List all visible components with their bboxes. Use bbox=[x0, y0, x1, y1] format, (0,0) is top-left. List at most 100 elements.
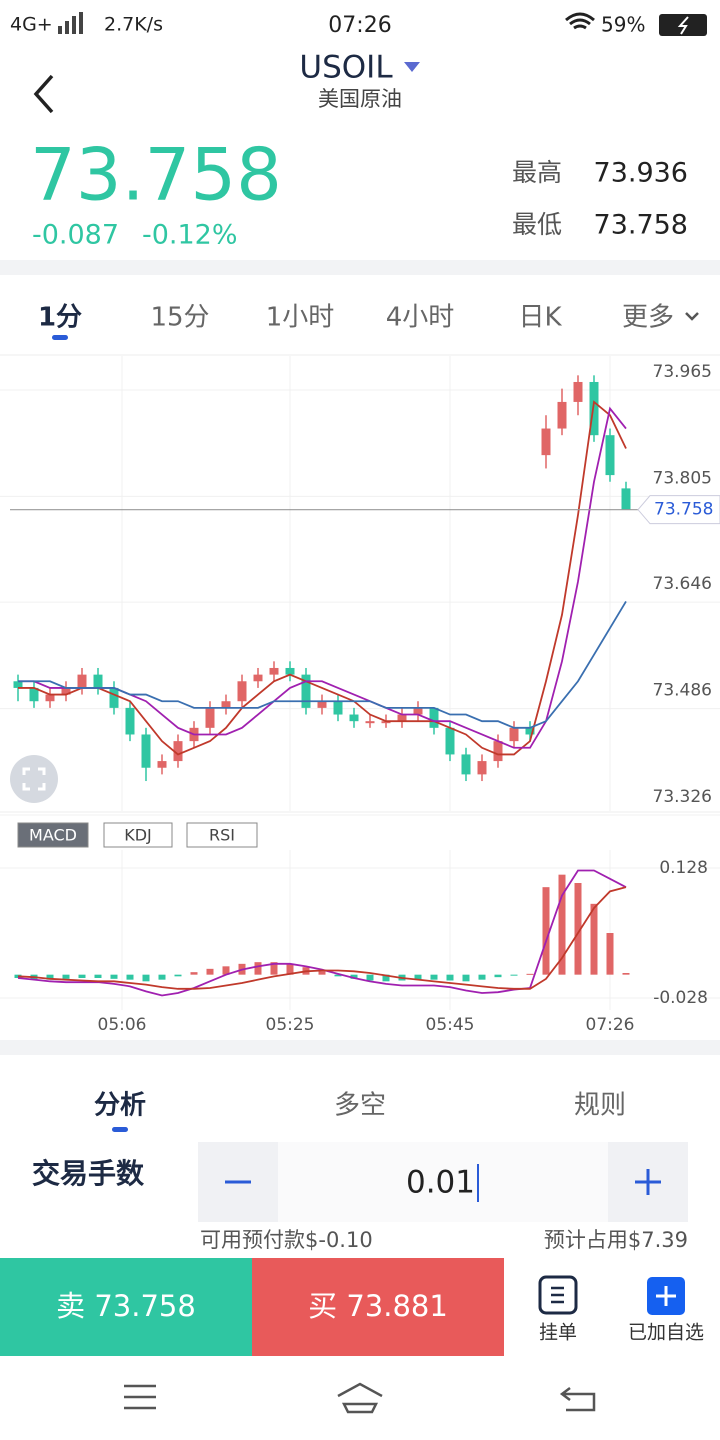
fullscreen-button[interactable] bbox=[10, 755, 58, 803]
low-label: 最低 bbox=[512, 210, 562, 239]
macd-bar bbox=[590, 903, 598, 975]
macd-bar bbox=[350, 974, 358, 979]
nav-menu[interactable] bbox=[124, 1384, 156, 1410]
candle-body bbox=[13, 681, 23, 688]
charging-icon bbox=[677, 16, 689, 35]
timeframe-tab[interactable]: 1分 bbox=[38, 303, 82, 333]
macd-bar bbox=[622, 973, 630, 975]
more-arrow[interactable] bbox=[685, 312, 699, 321]
macd-bar bbox=[190, 972, 198, 975]
y-tick-label: -0.028 bbox=[653, 988, 708, 1008]
candle-body bbox=[381, 721, 391, 724]
macd-bar bbox=[78, 974, 86, 978]
candle-body bbox=[205, 707, 215, 728]
margin-estimate: 预计占用$7.39 bbox=[544, 1228, 688, 1252]
macd-bar bbox=[526, 973, 534, 975]
macd-bar bbox=[334, 974, 342, 977]
x-tick-label: 05:06 bbox=[98, 1015, 147, 1035]
low: 73.758 bbox=[594, 210, 688, 241]
macd-bar bbox=[430, 974, 438, 980]
timeframe-tab[interactable]: 更多 bbox=[622, 303, 674, 333]
macd-bar bbox=[366, 974, 374, 981]
macd-bar bbox=[478, 974, 486, 980]
candle-body bbox=[285, 667, 295, 675]
candle-body bbox=[397, 714, 407, 722]
nav-home[interactable] bbox=[337, 1382, 383, 1414]
lot-label: 交易手数 bbox=[32, 1157, 145, 1190]
indicator-button[interactable] bbox=[17, 822, 89, 848]
candle-body bbox=[93, 674, 103, 688]
y-tick-label: 73.486 bbox=[653, 681, 712, 701]
macd-bar bbox=[142, 974, 150, 982]
back-button[interactable] bbox=[33, 74, 54, 114]
macd-bar bbox=[462, 974, 470, 982]
watchlist-label[interactable]: 已加自选 bbox=[628, 1322, 704, 1344]
separator bbox=[0, 1040, 720, 1055]
candle-body bbox=[157, 761, 167, 768]
tab-rules[interactable]: 规则 bbox=[574, 1091, 626, 1121]
timeframe-tab[interactable]: 1小时 bbox=[266, 303, 335, 333]
separator bbox=[0, 260, 720, 275]
nav-back[interactable] bbox=[559, 1387, 596, 1412]
last-price-tag bbox=[637, 495, 720, 525]
macd-bar bbox=[158, 974, 166, 980]
change: -0.087 bbox=[32, 220, 119, 251]
macd-bar bbox=[558, 874, 566, 975]
pending-icon-lines bbox=[551, 1286, 564, 1304]
tab-indicator bbox=[52, 335, 68, 340]
candle-body bbox=[541, 428, 551, 456]
candle-body bbox=[349, 714, 359, 722]
pending-icon[interactable] bbox=[538, 1275, 578, 1315]
macd-bar bbox=[446, 974, 454, 981]
candle-body bbox=[125, 707, 135, 735]
timeframe-tab[interactable]: 日K bbox=[518, 303, 562, 333]
ma-line bbox=[17, 869, 627, 997]
clock: 07:26 bbox=[328, 13, 391, 38]
net-speed: 2.7K/s bbox=[104, 14, 163, 36]
candle-body bbox=[29, 687, 39, 702]
candle-body bbox=[621, 488, 631, 510]
high-label: 最高 bbox=[512, 158, 562, 187]
timeframe-tab[interactable]: 15分 bbox=[150, 303, 209, 333]
symbol-name: 美国原油 bbox=[318, 87, 402, 111]
price-chart: 73.326 73.486 73.646 73.805 73.965 73.758 bbox=[0, 356, 720, 816]
macd-bar bbox=[414, 974, 422, 980]
candle-body bbox=[77, 674, 87, 688]
price: 73.758 bbox=[30, 133, 282, 217]
candle-body bbox=[253, 674, 263, 682]
macd-bar bbox=[254, 962, 262, 975]
signal-icon bbox=[58, 12, 83, 34]
indicator-button[interactable] bbox=[186, 822, 258, 848]
candle-body bbox=[445, 727, 455, 755]
macd-bar bbox=[206, 968, 214, 975]
candle-body bbox=[365, 721, 375, 724]
candle-body bbox=[333, 701, 343, 715]
available-funds: 可用预付款$-0.10 bbox=[200, 1228, 373, 1252]
candle-body bbox=[45, 694, 55, 702]
y-tick-label: 73.805 bbox=[653, 468, 712, 488]
candle-body bbox=[573, 381, 583, 402]
candle-body bbox=[61, 687, 71, 695]
indicator-buttons: MACD KDJ RSI bbox=[17, 822, 258, 848]
buy-button[interactable] bbox=[252, 1258, 504, 1356]
lot-value: 0.01 bbox=[406, 1165, 475, 1201]
pending-label[interactable]: 挂单 bbox=[539, 1322, 577, 1344]
symbol[interactable]: USOIL bbox=[299, 50, 393, 86]
candle-body bbox=[109, 687, 119, 708]
macd-bar bbox=[174, 974, 182, 977]
indicator-button[interactable] bbox=[103, 822, 173, 848]
tab-analysis[interactable]: 分析 bbox=[94, 1091, 146, 1121]
sell-button[interactable] bbox=[0, 1258, 252, 1356]
tab-sentiment[interactable]: 多空 bbox=[334, 1091, 386, 1121]
candle-body bbox=[237, 681, 247, 702]
timeframe-tab[interactable]: 4小时 bbox=[386, 303, 455, 333]
macd-bar bbox=[494, 974, 502, 978]
watchlist-plus bbox=[656, 1286, 676, 1306]
lot-input[interactable] bbox=[278, 1142, 608, 1222]
x-tick-label: 05:45 bbox=[426, 1015, 475, 1035]
symbol-dropdown[interactable] bbox=[404, 62, 420, 72]
candle-body bbox=[557, 401, 567, 429]
ma-line bbox=[17, 886, 627, 990]
buy-label: 买 73.881 bbox=[308, 1289, 448, 1323]
